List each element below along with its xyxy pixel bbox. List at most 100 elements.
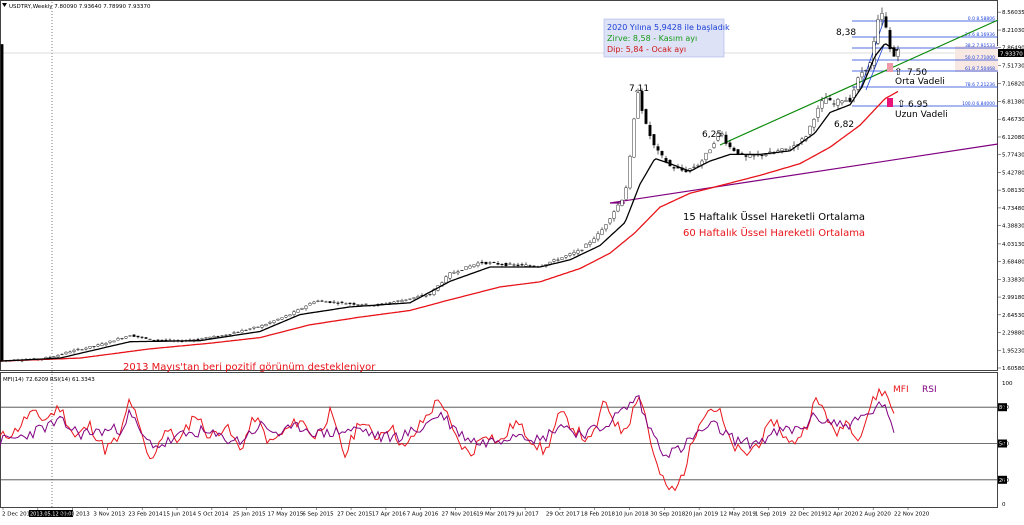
time-tick-label: 19 Mar 2017	[476, 512, 511, 518]
price-tick-label: 4.38830	[1002, 224, 1024, 230]
fib-level-label: 78.6 7.21236	[965, 82, 995, 88]
candle-body	[760, 155, 764, 157]
candle-body	[88, 346, 92, 349]
fib-level-label: 100.0 6.84000	[962, 101, 995, 107]
candle-body	[636, 92, 640, 119]
indicator-header: MFI(14) 72.6209 RSI(14) 61.3343	[3, 377, 95, 383]
candle-body	[564, 255, 568, 258]
time-tick-label: 27 Dec 2015	[337, 512, 373, 518]
candle-body	[100, 343, 104, 346]
candle-body	[872, 41, 876, 66]
indicator-level-box	[998, 403, 1007, 412]
candle-body	[260, 325, 264, 328]
time-tick-label: 2 Aug 2020	[859, 512, 891, 518]
purple-trendline	[609, 143, 999, 204]
price-tick-label: 5.08130	[1002, 188, 1024, 194]
time-tick-label: 7 Aug 2016	[407, 512, 439, 518]
candle-body	[428, 294, 432, 296]
price-tick-label: 2.29880	[1002, 331, 1024, 337]
candle-body	[220, 335, 224, 337]
candle-body	[892, 47, 896, 57]
candle-body	[132, 334, 136, 337]
candle-body	[736, 149, 740, 155]
candle-body	[588, 242, 592, 245]
candle-body	[860, 72, 864, 78]
low-label-682: 6,82	[834, 120, 854, 130]
candle-body	[352, 303, 356, 305]
candle-body	[784, 148, 788, 150]
candle-body	[396, 300, 400, 302]
fib-level-label: 0.0 8.58806	[968, 16, 995, 22]
price-tick-label: 6.12080	[1002, 135, 1024, 141]
time-tick-label: 24 Jul 2013	[59, 512, 91, 518]
price-tick-label: 1.60580	[1002, 366, 1024, 372]
candle-body	[264, 324, 268, 327]
candle-body	[724, 134, 728, 144]
candle-body	[356, 304, 360, 306]
candle-body	[68, 351, 72, 354]
candle-body	[516, 264, 520, 266]
candle-body	[620, 199, 624, 206]
candle-body	[116, 338, 120, 341]
candle-body	[824, 97, 828, 104]
candle-body	[324, 301, 328, 303]
candle-body	[240, 330, 244, 333]
candle-body	[476, 262, 480, 266]
time-tick-label: 3 Nov 2013	[93, 512, 125, 518]
candle-body	[596, 233, 600, 240]
candle-body	[424, 295, 428, 297]
candle-body	[344, 303, 348, 305]
mfi-label: MFI	[893, 385, 909, 395]
ema60-label: 60 Haftalık Üssel Hareketli Ortalama	[683, 226, 865, 239]
candle-body	[276, 318, 280, 321]
time-tick-label: 23 Feb 2014	[128, 512, 163, 518]
candle-body	[52, 356, 56, 358]
candle-body	[812, 119, 816, 128]
time-tick-label: 10 Jun 2018	[616, 512, 650, 518]
info-line-1: 2020 Yılına 5,9428 ile başladık	[607, 23, 730, 32]
price-tick-label: 6.81380	[1002, 100, 1024, 106]
price-tick-label: 3.33830	[1002, 277, 1024, 283]
candle-body	[752, 155, 756, 157]
candle-body	[224, 334, 228, 336]
candle-body	[204, 337, 208, 339]
indicator-level-text: 80	[999, 405, 1005, 411]
uzun-marker	[887, 98, 893, 107]
candle-body	[76, 348, 80, 351]
candle-body	[316, 300, 320, 302]
time-tick-label: 12 Apr 2020	[824, 512, 859, 518]
time-tick-label: 5 Oct 2014	[198, 512, 229, 518]
candle-body	[632, 118, 636, 158]
candle-body	[92, 345, 96, 348]
candle-body	[816, 108, 820, 118]
candle-body	[628, 156, 632, 189]
candle-body	[836, 98, 840, 106]
header-dropdown-icon[interactable]	[2, 3, 7, 7]
candle-body	[508, 263, 512, 265]
time-tick-label: 27 Nov 2016	[442, 512, 478, 518]
rsi-label: RSI	[922, 385, 937, 395]
candle-body	[568, 253, 572, 256]
orta-label: Orta Vadeli	[895, 77, 945, 87]
candle-body	[808, 125, 812, 135]
time-tick-label: 25 Jan 2015	[233, 512, 266, 518]
candle-body	[312, 301, 316, 304]
info-line-3: Dip: 5,84 - Ocak ayı	[607, 45, 686, 54]
candle-body	[644, 109, 648, 124]
candle-body	[504, 263, 508, 266]
candle-body	[252, 326, 256, 329]
price-tick-label: 8.21030	[1002, 28, 1024, 34]
uzun-label: Uzun Vadeli	[895, 110, 948, 120]
candle-body	[388, 302, 392, 304]
candle-body	[528, 265, 532, 267]
peak-label-711: 7,11	[629, 84, 649, 94]
candle-body	[332, 301, 336, 303]
candle-body	[888, 30, 892, 50]
channel-line-upper	[859, 19, 885, 91]
candle-body	[360, 304, 364, 306]
indicator-level-text: 50	[999, 442, 1005, 448]
candle-body	[592, 238, 596, 243]
candle-body	[364, 303, 368, 305]
price-tick-label: 5.42780	[1002, 170, 1024, 176]
indicator-panel-frame	[0, 372, 998, 508]
